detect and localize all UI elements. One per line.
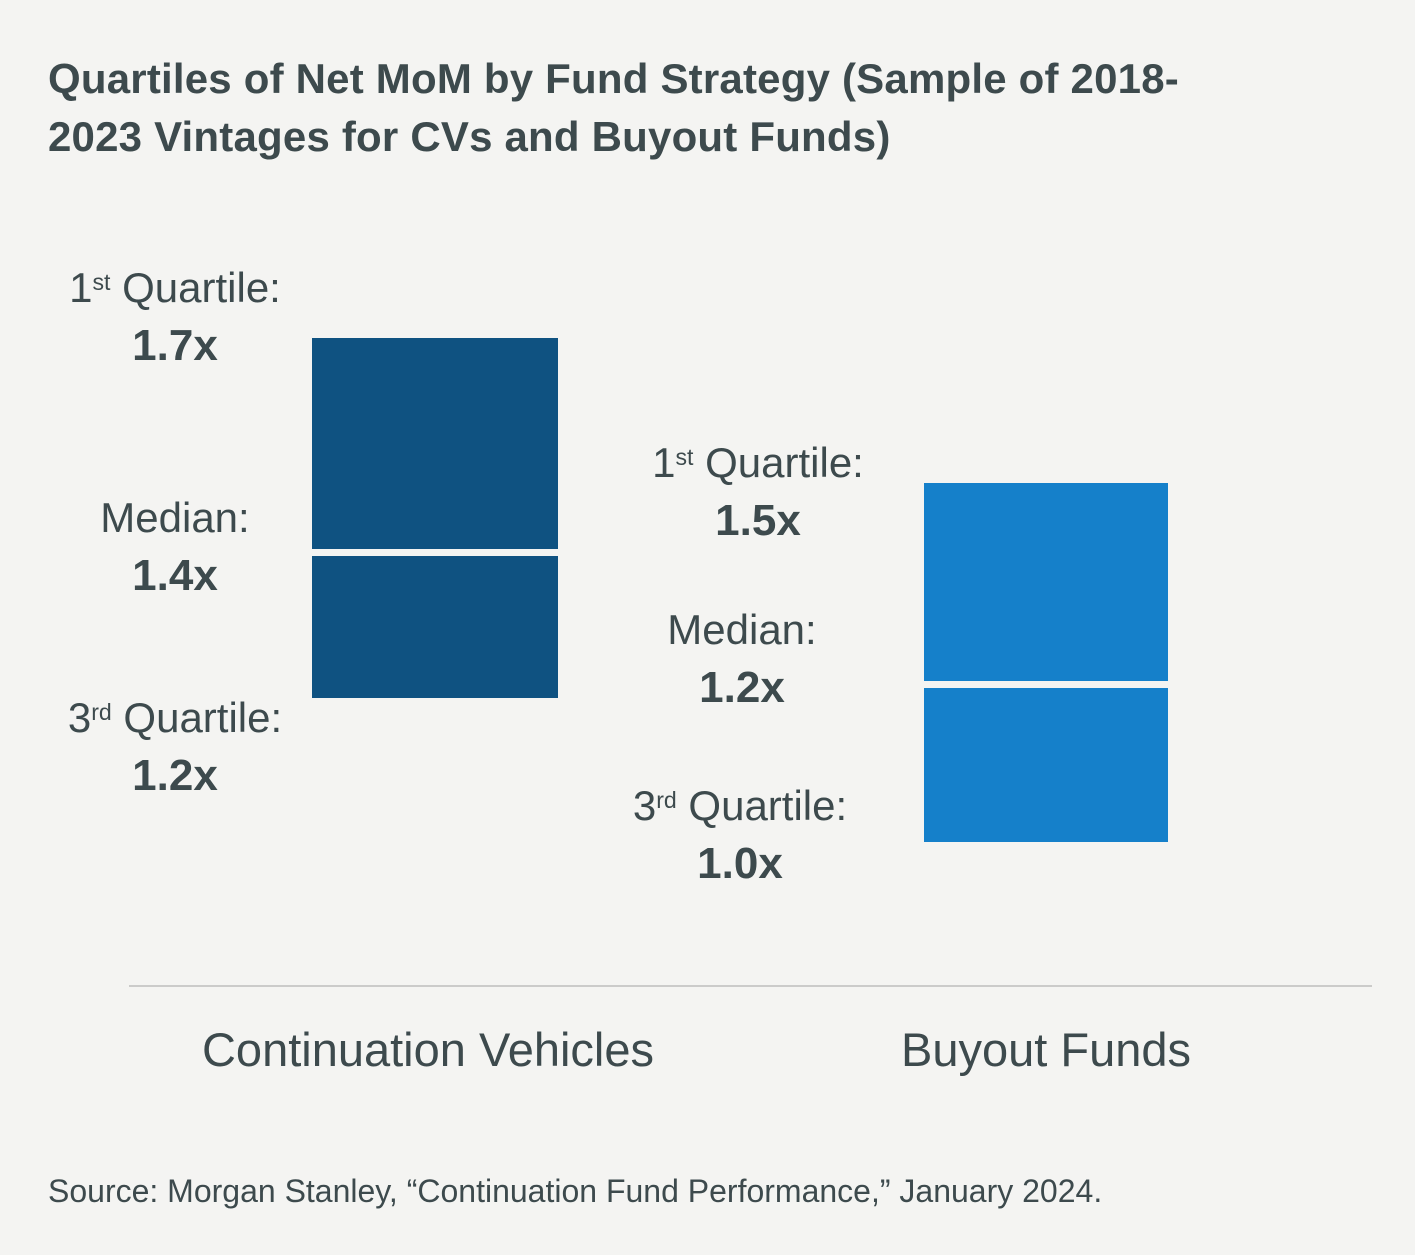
stat-value: 1.4x	[132, 551, 218, 600]
stat-label-rest: Quartile:	[110, 264, 281, 311]
stat-label-text: 3	[67, 694, 92, 741]
stat-label-text: Median:	[667, 606, 817, 653]
stat-label-rest: Quartile:	[693, 439, 864, 486]
buyout-third-quartile-stat: 3rd Quartile: 1.0x	[590, 782, 890, 888]
stat-label: 3rd Quartile:	[25, 694, 325, 742]
ordinal-superscript: st	[675, 444, 694, 471]
stat-label: 1st Quartile:	[25, 264, 325, 312]
stat-value: 1.7x	[132, 321, 218, 370]
ordinal-superscript: rd	[656, 787, 677, 814]
stat-label: Median:	[592, 606, 892, 654]
stat-label-rest: Quartile:	[676, 782, 848, 829]
category-label-buyout-funds: Buyout Funds	[900, 1023, 1191, 1076]
stat-label: Median:	[25, 494, 325, 542]
chart-title: Quartiles of Net MoM by Fund Strategy (S…	[48, 55, 1179, 160]
stat-label: 1st Quartile:	[608, 439, 908, 487]
stat-label: 3rd Quartile:	[590, 782, 890, 830]
buyout-median-line	[924, 681, 1168, 688]
stat-label-text: 3	[632, 782, 657, 829]
stat-label-text: 1	[652, 439, 676, 486]
cv-median-stat: Median: 1.4x	[25, 494, 325, 600]
buyout-median-stat: Median: 1.2x	[592, 606, 892, 712]
stat-value: 1.5x	[715, 496, 801, 545]
stat-value: 1.0x	[697, 839, 783, 888]
stat-label-text: Median:	[100, 494, 250, 541]
cv-bar	[312, 338, 558, 698]
source-note: Source: Morgan Stanley, “Continuation Fu…	[48, 1173, 1103, 1209]
cv-first-quartile-stat: 1st Quartile: 1.7x	[25, 264, 325, 370]
cv-median-line	[312, 549, 558, 556]
buyout-bar	[924, 483, 1168, 842]
buyout-first-quartile-stat: 1st Quartile: 1.5x	[608, 439, 908, 545]
stat-value: 1.2x	[699, 663, 785, 712]
stat-label-text: 1	[69, 264, 93, 311]
stat-value: 1.2x	[132, 751, 218, 800]
ordinal-superscript: st	[92, 269, 111, 296]
category-label-continuation-vehicles: Continuation Vehicles	[201, 1023, 655, 1076]
cv-third-quartile-stat: 3rd Quartile: 1.2x	[25, 694, 325, 800]
baseline-divider	[129, 985, 1372, 987]
ordinal-superscript: rd	[91, 699, 112, 726]
stat-label-rest: Quartile:	[111, 694, 283, 741]
